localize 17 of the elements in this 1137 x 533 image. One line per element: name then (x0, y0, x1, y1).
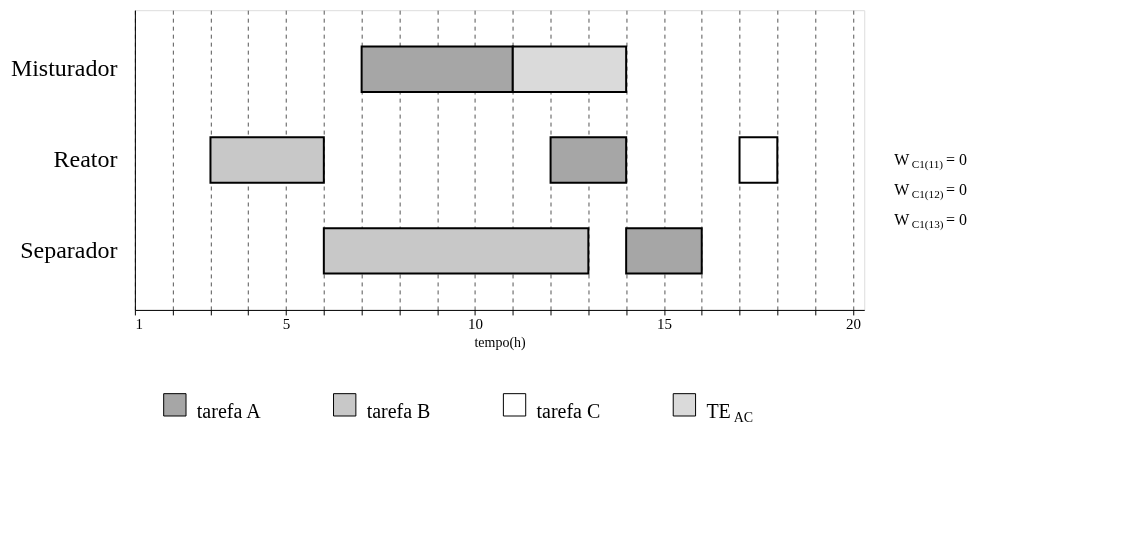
x-tick-label: 10 (468, 316, 483, 333)
bar (322, 227, 590, 275)
y-tick-label: Separador (20, 236, 118, 263)
y-tick-label: Misturador (10, 55, 118, 82)
y-tick-label: Reator (53, 146, 118, 173)
legend-label: tarefa A (196, 399, 262, 422)
x-axis-title: tempo(h) (474, 335, 527, 352)
x-tick-label: 1 (135, 316, 143, 333)
x-tick-label: 20 (845, 316, 861, 333)
bar (209, 136, 325, 184)
x-tick-label: 5 (282, 316, 291, 333)
legend-label: tarefa B (366, 399, 431, 422)
x-tick-label: 15 (656, 316, 672, 333)
bar (738, 136, 779, 184)
bar (625, 227, 703, 275)
legend-label: tarefa C (536, 399, 601, 422)
bar (549, 136, 628, 184)
